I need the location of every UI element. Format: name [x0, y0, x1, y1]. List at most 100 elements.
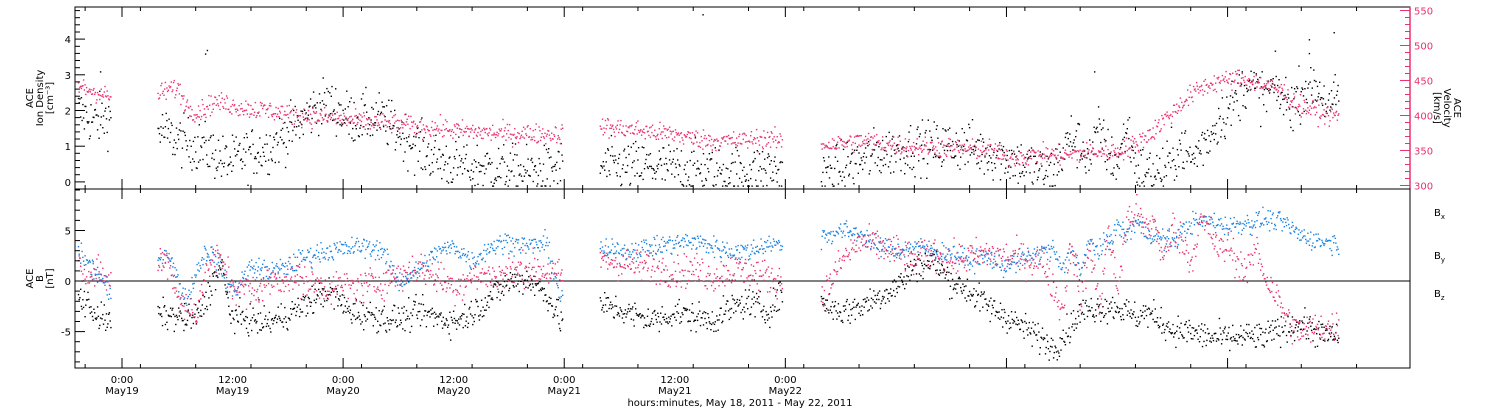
by-point: [188, 289, 190, 291]
bx-point: [1240, 335, 1243, 337]
bx-point: [1150, 313, 1153, 315]
velocity-point: [459, 128, 461, 130]
density-point: [343, 119, 345, 121]
bx-point: [1153, 299, 1155, 301]
velocity-point: [860, 135, 862, 137]
velocity-point: [174, 96, 176, 99]
bx-point: [388, 329, 391, 331]
density-point: [245, 151, 247, 153]
velocity-point: [848, 139, 851, 141]
by-point: [168, 252, 170, 255]
by-point: [165, 250, 167, 252]
velocity-point: [414, 123, 416, 125]
density-point: [617, 162, 619, 165]
density-point: [1044, 177, 1046, 179]
velocity-point: [1239, 85, 1241, 87]
velocity-point: [1257, 80, 1260, 82]
bx-point: [310, 301, 313, 304]
density-point: [873, 149, 876, 151]
bx-point: [738, 304, 740, 306]
density-point: [279, 136, 282, 138]
density-point: [601, 167, 604, 169]
velocity-point: [886, 142, 888, 144]
velocity-point: [96, 99, 98, 101]
velocity-point: [780, 146, 783, 148]
density-point: [1278, 79, 1280, 81]
density-point: [825, 167, 827, 169]
velocity-point: [1210, 82, 1212, 85]
velocity-point: [1304, 101, 1306, 103]
bx-point: [608, 307, 610, 310]
bx-point: [635, 308, 637, 310]
by-point: [254, 268, 257, 271]
velocity-point: [256, 112, 259, 114]
velocity-point: [77, 82, 80, 84]
velocity-point: [669, 130, 671, 132]
velocity-point: [376, 119, 378, 121]
by-point: [251, 267, 254, 269]
bx-point: [953, 287, 955, 289]
velocity-point: [529, 128, 531, 130]
velocity-point: [688, 131, 690, 134]
density-point: [486, 152, 489, 155]
velocity-point: [1101, 147, 1103, 149]
bx-point: [898, 275, 900, 278]
bx-point: [260, 329, 262, 331]
bx-point: [276, 318, 279, 320]
density-point: [1215, 122, 1218, 125]
bx-point: [977, 294, 979, 296]
bx-point: [1310, 325, 1312, 327]
velocity-point: [1046, 160, 1048, 163]
bx-point: [391, 319, 393, 322]
velocity-point: [688, 137, 691, 139]
bx-point: [663, 319, 666, 321]
bx-point: [839, 311, 842, 314]
velocity-point: [738, 133, 741, 135]
density-point: [506, 175, 508, 178]
velocity-point: [494, 134, 496, 136]
bx-point: [249, 303, 251, 305]
by-point: [157, 259, 159, 262]
bx-point: [423, 315, 425, 317]
bx-point: [195, 304, 197, 306]
bx-point: [1136, 320, 1138, 322]
density-point: [1333, 81, 1335, 83]
density-point: [717, 169, 719, 172]
density-point: [556, 182, 559, 185]
velocity-point: [1251, 81, 1253, 84]
bx-point: [352, 303, 355, 305]
velocity-point: [638, 131, 641, 134]
velocity-point: [290, 111, 292, 113]
velocity-point: [214, 96, 217, 99]
bx-point: [646, 315, 649, 317]
density-point: [243, 137, 245, 139]
bx-point: [542, 288, 544, 290]
bx-point: [1026, 329, 1028, 331]
density-point: [984, 156, 986, 158]
velocity-point: [776, 136, 778, 138]
bx-point: [178, 307, 180, 309]
bx-point: [708, 321, 711, 323]
bx-point: [300, 311, 302, 313]
by-point: [86, 259, 88, 262]
by-point: [204, 247, 206, 249]
velocity-point: [1039, 153, 1041, 156]
density-point: [1288, 108, 1291, 110]
density-point: [671, 161, 674, 163]
bx-point: [601, 306, 604, 309]
bx-point: [712, 322, 714, 324]
bx-point: [941, 264, 943, 267]
velocity-point: [963, 143, 966, 146]
density-point: [645, 158, 647, 161]
velocity-point: [896, 148, 898, 150]
velocity-point: [452, 137, 454, 139]
bx-point: [340, 304, 343, 306]
density-point: [208, 139, 210, 141]
bx-point: [629, 310, 631, 312]
velocity-point: [1216, 77, 1218, 79]
bx-point: [412, 308, 414, 310]
bx-point: [308, 297, 310, 300]
density-point: [634, 175, 636, 177]
velocity-point: [843, 141, 845, 143]
density-point: [222, 135, 224, 137]
